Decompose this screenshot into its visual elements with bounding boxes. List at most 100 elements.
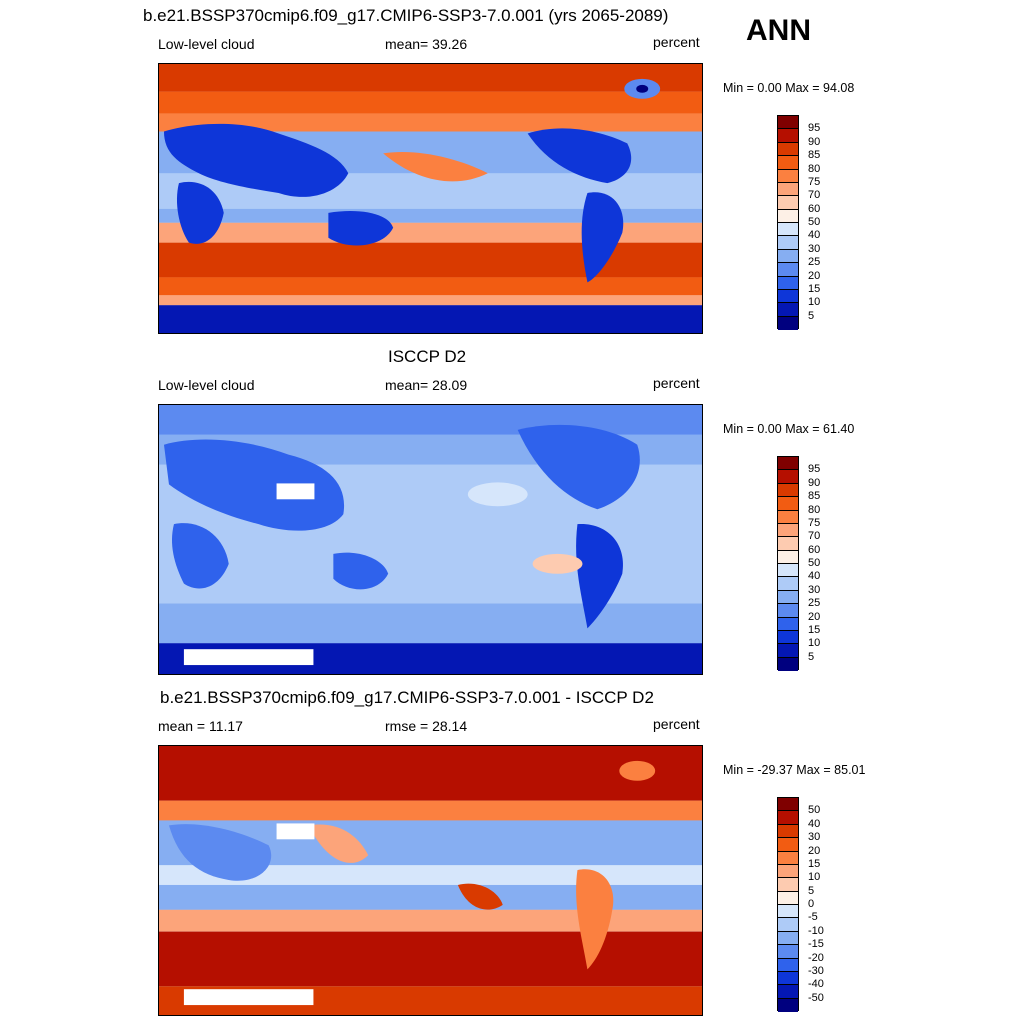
panel2-minmax: Min = 0.00 Max = 61.40 <box>723 422 855 436</box>
panel1-colorbar <box>777 115 799 330</box>
colorbar-label: 40 <box>808 229 821 241</box>
colorbar-swatch <box>778 116 798 130</box>
panel3-colorbar <box>777 797 799 1012</box>
colorbar-swatch <box>778 590 798 605</box>
colorbar-swatch <box>778 564 798 578</box>
colorbar-swatch <box>778 276 798 290</box>
colorbar-label: 85 <box>808 149 821 161</box>
colorbar-label: 70 <box>808 189 821 201</box>
panel3-minmax: Min = -29.37 Max = 85.01 <box>723 763 866 777</box>
colorbar-label: -10 <box>808 925 824 937</box>
colorbar-label: 10 <box>808 296 821 308</box>
colorbar-swatch <box>778 851 798 865</box>
colorbar-label: 95 <box>808 122 821 134</box>
colorbar-label: 30 <box>808 243 821 255</box>
colorbar-label: 15 <box>808 858 821 870</box>
colorbar-swatch <box>778 523 798 538</box>
colorbar-label: 5 <box>808 310 815 322</box>
colorbar-label: 10 <box>808 637 821 649</box>
colorbar-label: 15 <box>808 624 821 636</box>
colorbar-swatch <box>778 998 798 1012</box>
colorbar-label: 50 <box>808 557 821 569</box>
colorbar-label: 20 <box>808 845 821 857</box>
colorbar-swatch <box>778 630 798 645</box>
colorbar-swatch <box>778 985 798 999</box>
colorbar-swatch <box>778 142 798 157</box>
season-label: ANN <box>746 14 811 47</box>
colorbar-swatch <box>778 905 798 919</box>
colorbar-label: 95 <box>808 463 821 475</box>
colorbar-swatch <box>778 958 798 972</box>
colorbar-label: -40 <box>808 978 824 990</box>
colorbar-swatch <box>778 945 798 959</box>
panel3-title: b.e21.BSSP370cmip6.f09_g17.CMIP6-SSP3-7.… <box>160 688 654 707</box>
colorbar-swatch <box>778 918 798 932</box>
panel2-mean-label: mean= 28.09 <box>385 377 468 393</box>
colorbar-swatch <box>778 129 798 143</box>
colorbar-label: 30 <box>808 584 821 596</box>
colorbar-label: 5 <box>808 651 815 663</box>
colorbar-swatch <box>778 169 798 183</box>
colorbar-label: 60 <box>808 544 821 556</box>
colorbar-swatch <box>778 182 798 197</box>
colorbar-label: 80 <box>808 163 821 175</box>
colorbar-swatch <box>778 891 798 905</box>
colorbar-swatch <box>778 510 798 524</box>
panel3-map <box>158 745 703 1016</box>
case-title: b.e21.BSSP370cmip6.f09_g17.CMIP6-SSP3-7.… <box>143 6 669 25</box>
colorbar-swatch <box>778 864 798 879</box>
colorbar-swatch <box>778 878 798 892</box>
panel2-title: ISCCP D2 <box>388 347 467 366</box>
colorbar-label: 10 <box>808 871 821 883</box>
panel3-rmse-label: rmse = 28.14 <box>385 718 468 734</box>
colorbar-label: 25 <box>808 256 821 268</box>
panel3-units-label: percent <box>653 716 700 732</box>
panel1-left-label: Low-level cloud <box>158 36 255 52</box>
colorbar-swatch <box>778 617 798 631</box>
colorbar-swatch <box>778 971 798 986</box>
panel3-mean-label: mean = 11.17 <box>158 718 243 734</box>
colorbar-swatch <box>778 223 798 237</box>
colorbar-label: 5 <box>808 885 815 897</box>
colorbar-label: 50 <box>808 216 821 228</box>
panel2-left-label: Low-level cloud <box>158 377 255 393</box>
colorbar-swatch <box>778 798 798 812</box>
panel1-minmax: Min = 0.00 Max = 94.08 <box>723 81 855 95</box>
colorbar-swatch <box>778 316 798 330</box>
colorbar-label: 90 <box>808 136 821 148</box>
colorbar-label: 20 <box>808 270 821 282</box>
colorbar-label: 50 <box>808 804 821 816</box>
colorbar-label: 0 <box>808 898 815 910</box>
colorbar-swatch <box>778 196 798 210</box>
panel2-map <box>158 404 703 675</box>
colorbar-swatch <box>778 249 798 264</box>
colorbar-swatch <box>778 811 798 825</box>
colorbar-label: 80 <box>808 504 821 516</box>
colorbar-swatch <box>778 931 798 946</box>
panel2-colorbar <box>777 456 799 671</box>
colorbar-swatch <box>778 483 798 498</box>
colorbar-swatch <box>778 289 798 304</box>
colorbar-label: -20 <box>808 952 824 964</box>
colorbar-swatch <box>778 577 798 591</box>
panel2-units-label: percent <box>653 375 700 391</box>
panel1-map <box>158 63 703 334</box>
colorbar-label: 40 <box>808 570 821 582</box>
colorbar-swatch <box>778 550 798 564</box>
panel1-mean-label: mean= 39.26 <box>385 36 468 52</box>
colorbar-swatch <box>778 236 798 250</box>
colorbar-swatch <box>778 497 798 511</box>
colorbar-label: -30 <box>808 965 824 977</box>
colorbar-swatch <box>778 457 798 471</box>
colorbar-swatch <box>778 470 798 484</box>
colorbar-swatch <box>778 209 798 223</box>
colorbar-label: 90 <box>808 477 821 489</box>
colorbar-swatch <box>778 824 798 839</box>
colorbar-swatch <box>778 657 798 671</box>
colorbar-label: 15 <box>808 283 821 295</box>
colorbar-label: 85 <box>808 490 821 502</box>
colorbar-label: 30 <box>808 831 821 843</box>
colorbar-label: -50 <box>808 992 824 1004</box>
colorbar-swatch <box>778 263 798 277</box>
colorbar-swatch <box>778 537 798 551</box>
